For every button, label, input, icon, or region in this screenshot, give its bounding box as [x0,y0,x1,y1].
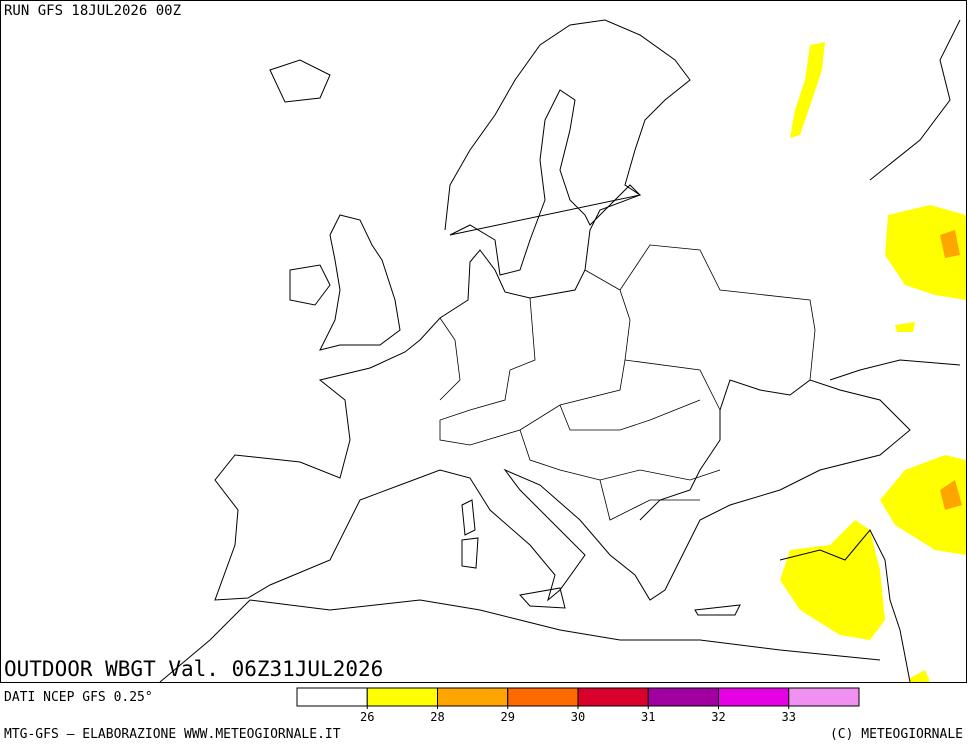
coastlines [159,19,961,683]
legend-swatch [647,687,719,707]
heat-area-hot [940,230,960,258]
legend-label: 33 [782,710,796,724]
heat-area [885,205,966,300]
heat-area [895,322,915,332]
legend-swatch [718,687,790,707]
legend-label: 32 [711,710,725,724]
legend-label: 29 [501,710,515,724]
legend-swatch [507,687,579,707]
heat-areas [780,42,966,682]
legend-swatch [577,687,649,707]
data-source: DATI NCEP GFS 0.25° [4,690,153,705]
legend-swatch [296,687,368,707]
map-title: OUTDOOR WBGT Val. 06Z31JUL2026 [4,657,383,681]
color-legend: 26 28 29 30 31 32 33 [296,687,860,724]
legend-label: 31 [641,710,655,724]
heat-area [910,670,930,682]
heat-area-hot [940,480,962,510]
legend-swatch [437,687,509,707]
heat-area [880,455,966,555]
run-label: RUN GFS 18JUL2026 00Z [4,3,181,19]
legend-swatch [366,687,438,707]
legend-swatch [788,687,860,707]
heat-area [790,42,825,138]
footer-left: MTG-GFS — ELABORAZIONE WWW.METEOGIORNALE… [4,727,341,742]
heat-area [780,520,885,640]
legend-label: 26 [360,710,374,724]
legend-label: 30 [571,710,585,724]
borders [439,244,816,521]
map: RUN GFS 18JUL2026 00Z OUTDOOR WBGT Val. … [0,0,967,683]
legend-label: 28 [430,710,444,724]
footer-right: (C) METEOGIORNALE [830,727,963,742]
